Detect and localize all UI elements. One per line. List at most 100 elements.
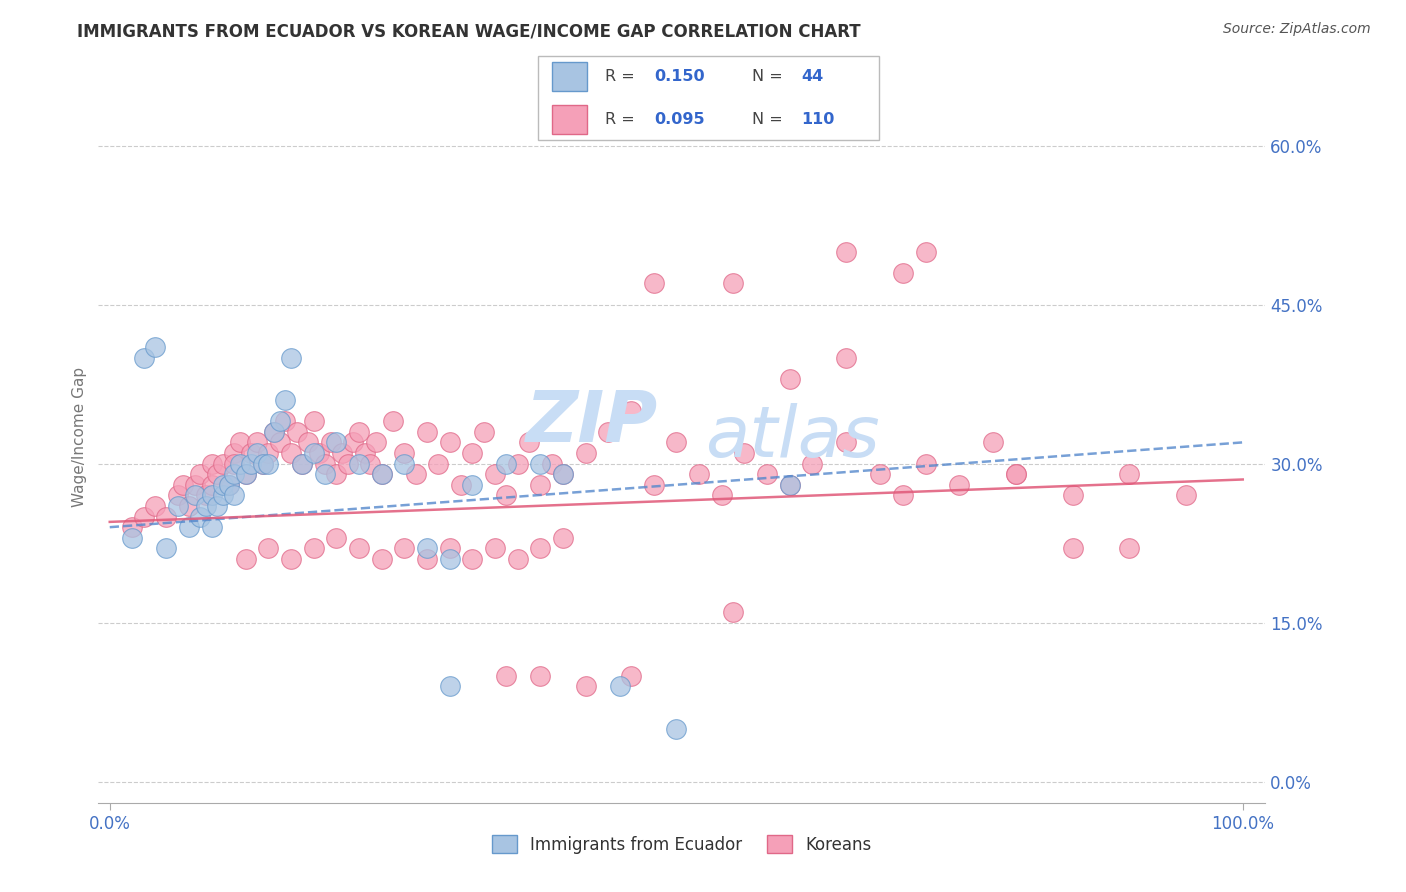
Point (891, 266, 914, 280)
Point (235, 467, 257, 482)
Point (235, 552, 257, 566)
Point (484, 467, 506, 482)
Point (302, 541, 325, 556)
Point (195, 488, 218, 502)
Point (280, 552, 302, 566)
Point (336, 457, 359, 471)
Point (201, 488, 224, 502)
Point (229, 435, 252, 450)
Point (207, 499, 229, 513)
Text: Source: ZipAtlas.com: Source: ZipAtlas.com (1223, 22, 1371, 37)
Text: 0.150: 0.150 (654, 70, 704, 84)
Point (319, 435, 342, 450)
Point (257, 457, 280, 471)
Point (246, 446, 269, 460)
Point (801, 457, 824, 471)
Y-axis label: Wage/Income Gap: Wage/Income Gap (72, 367, 87, 508)
Point (370, 467, 392, 482)
Point (218, 477, 240, 491)
Point (891, 488, 914, 502)
Point (183, 488, 205, 502)
Point (302, 446, 325, 460)
Point (620, 668, 643, 682)
Point (394, 457, 416, 471)
Point (948, 477, 970, 491)
Point (416, 541, 439, 556)
Point (224, 467, 246, 482)
Point (1062, 541, 1084, 556)
Point (263, 425, 285, 439)
Point (506, 552, 529, 566)
Point (291, 457, 314, 471)
Text: N =: N = (752, 70, 783, 84)
Point (285, 425, 308, 439)
Point (353, 446, 375, 460)
Point (143, 499, 166, 513)
Point (195, 499, 218, 513)
Point (121, 520, 143, 534)
Point (382, 414, 405, 428)
Point (835, 435, 858, 450)
Point (779, 477, 801, 491)
Point (405, 467, 427, 482)
Point (280, 446, 302, 460)
Point (325, 531, 347, 545)
Point (370, 552, 392, 566)
Point (416, 425, 439, 439)
Point (710, 488, 733, 502)
Point (212, 457, 235, 471)
Point (364, 435, 387, 450)
Point (461, 477, 484, 491)
Point (269, 414, 291, 428)
Point (155, 541, 177, 556)
Point (439, 435, 461, 450)
Point (342, 435, 364, 450)
Text: IMMIGRANTS FROM ECUADOR VS KOREAN WAGE/INCOME GAP CORRELATION CHART: IMMIGRANTS FROM ECUADOR VS KOREAN WAGE/I… (77, 22, 860, 40)
Point (274, 414, 297, 428)
Point (779, 372, 801, 386)
Point (224, 446, 246, 460)
Point (201, 520, 224, 534)
Point (263, 425, 285, 439)
Point (1005, 467, 1028, 482)
Point (394, 541, 416, 556)
Point (229, 457, 252, 471)
Point (517, 435, 540, 450)
Point (166, 488, 188, 502)
FancyBboxPatch shape (551, 105, 588, 134)
FancyBboxPatch shape (537, 56, 879, 140)
Point (461, 552, 484, 566)
Text: R =: R = (605, 70, 634, 84)
Point (1118, 541, 1140, 556)
Point (461, 446, 484, 460)
Point (439, 541, 461, 556)
Point (235, 467, 257, 482)
Point (224, 457, 246, 471)
Point (257, 541, 280, 556)
Point (240, 457, 263, 471)
Point (484, 541, 506, 556)
Point (575, 679, 598, 693)
Point (347, 541, 370, 556)
Point (394, 446, 416, 460)
Point (779, 477, 801, 491)
Point (609, 679, 631, 693)
Point (291, 457, 314, 471)
Point (252, 457, 274, 471)
Point (1062, 488, 1084, 502)
Point (207, 467, 229, 482)
Point (733, 446, 755, 460)
Point (370, 467, 392, 482)
Point (529, 541, 551, 556)
Text: 0.095: 0.095 (654, 112, 704, 127)
Text: atlas: atlas (706, 402, 880, 472)
Point (308, 446, 330, 460)
Point (132, 351, 155, 365)
Point (643, 477, 665, 491)
Text: 110: 110 (801, 112, 835, 127)
Point (598, 425, 620, 439)
Point (575, 446, 598, 460)
Point (983, 435, 1005, 450)
Point (274, 392, 297, 407)
Point (201, 477, 224, 491)
